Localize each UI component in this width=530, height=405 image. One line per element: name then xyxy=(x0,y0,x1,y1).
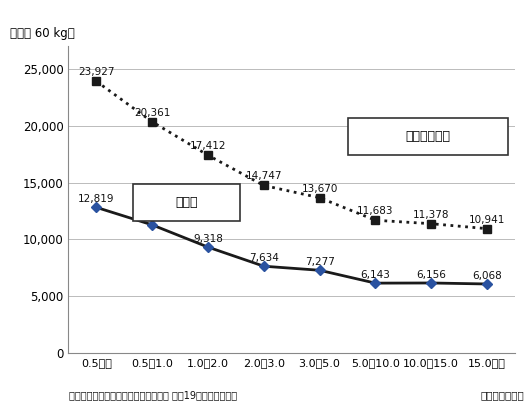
Text: 11,378: 11,378 xyxy=(413,210,449,220)
Text: 6,068: 6,068 xyxy=(472,271,502,281)
Text: 7,277: 7,277 xyxy=(305,257,334,267)
Text: 12,819: 12,819 xyxy=(78,194,114,204)
FancyBboxPatch shape xyxy=(133,184,240,221)
Text: 9,318: 9,318 xyxy=(193,234,223,244)
Text: 全算入生産費: 全算入生産費 xyxy=(405,130,450,143)
Text: 23,927: 23,927 xyxy=(78,67,114,77)
Text: 14,747: 14,747 xyxy=(245,171,282,181)
Text: 20,361: 20,361 xyxy=(134,108,170,118)
Text: 11,277: 11,277 xyxy=(134,212,170,222)
FancyBboxPatch shape xyxy=(348,118,508,155)
Text: 17,412: 17,412 xyxy=(190,141,226,151)
Text: 出所）農林水産省「農業経営統計調査 平成19年産米生産費」: 出所）農林水産省「農業経営統計調査 平成19年産米生産費」 xyxy=(69,390,237,400)
Text: 11,683: 11,683 xyxy=(357,206,394,216)
Text: 13,670: 13,670 xyxy=(302,184,338,194)
Text: 物財費: 物財費 xyxy=(175,196,198,209)
Text: （円／ 60 kg）: （円／ 60 kg） xyxy=(11,27,75,40)
Text: 7,634: 7,634 xyxy=(249,253,279,263)
Text: （ヘクタール）: （ヘクタール） xyxy=(481,390,525,400)
Text: 10,941: 10,941 xyxy=(469,215,505,225)
Text: 6,156: 6,156 xyxy=(417,270,446,280)
Text: 6,143: 6,143 xyxy=(360,270,391,280)
